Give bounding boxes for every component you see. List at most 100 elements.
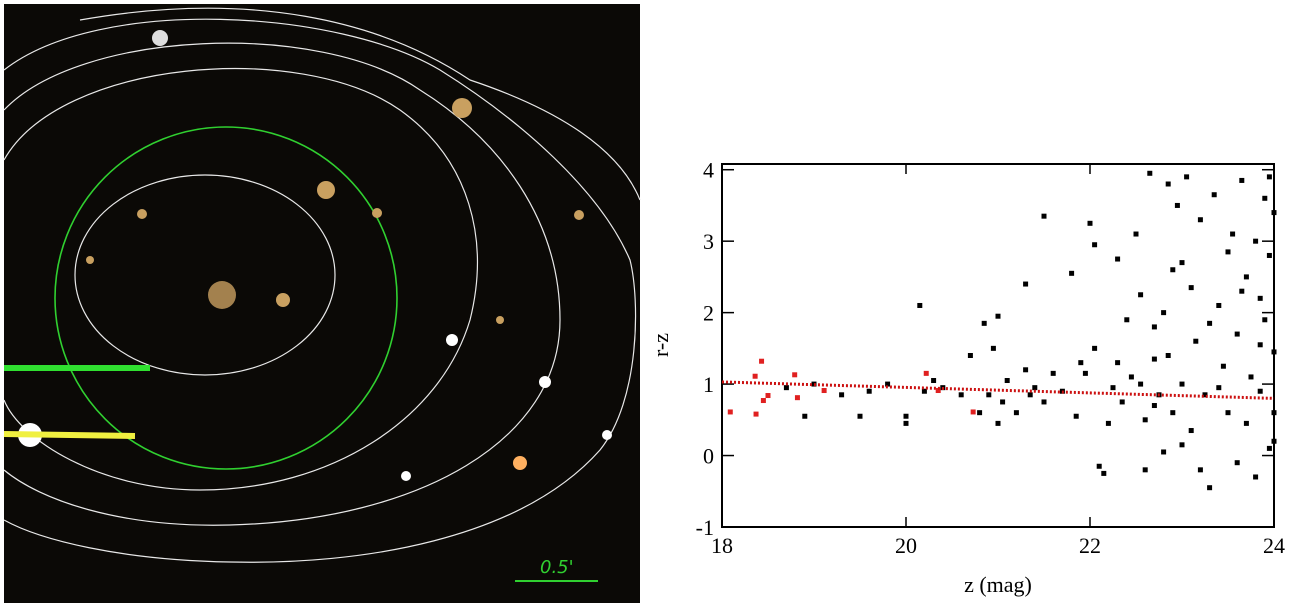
point	[1239, 177, 1245, 183]
point	[1211, 192, 1217, 198]
point	[1234, 331, 1240, 337]
point	[1110, 385, 1116, 391]
point	[1243, 420, 1249, 426]
point	[1124, 317, 1130, 323]
point	[977, 410, 983, 416]
point	[1239, 288, 1245, 294]
point	[1101, 470, 1107, 476]
point	[1257, 388, 1263, 394]
point	[931, 378, 937, 384]
point	[1207, 485, 1213, 491]
point	[792, 372, 798, 378]
point	[752, 373, 758, 379]
point	[1050, 370, 1056, 376]
point	[1087, 220, 1093, 226]
point	[1013, 410, 1019, 416]
point	[1271, 438, 1277, 444]
point	[1023, 281, 1029, 287]
point	[1266, 445, 1272, 451]
plot-frame	[721, 163, 1275, 528]
x-tick-label: 18	[711, 533, 733, 558]
point	[981, 320, 987, 326]
contour	[3, 42, 561, 526]
point	[1069, 270, 1075, 276]
point	[1119, 399, 1125, 405]
point	[1184, 174, 1190, 180]
point	[1202, 392, 1208, 398]
contour	[74, 174, 336, 376]
y-tick-label: 3	[703, 229, 714, 254]
point	[1266, 252, 1272, 258]
point	[1248, 374, 1254, 380]
point	[1151, 403, 1157, 409]
point	[1230, 231, 1236, 237]
point	[753, 411, 759, 417]
point	[1105, 420, 1111, 426]
point	[1041, 399, 1047, 405]
point	[1142, 417, 1148, 423]
point	[1225, 249, 1231, 255]
point	[839, 392, 845, 398]
x-tick-label: 24	[1263, 533, 1285, 558]
point	[1023, 367, 1029, 373]
point	[1161, 310, 1167, 316]
scatter-plot: z (mag) r-z 18 20 22 24 -1 0 1 2 3 4	[648, 158, 1285, 597]
point	[1170, 267, 1176, 273]
point	[903, 420, 909, 426]
point	[885, 381, 891, 387]
point	[1257, 295, 1263, 301]
point	[727, 409, 733, 415]
point	[1165, 181, 1171, 187]
point	[990, 345, 996, 351]
point	[1004, 378, 1010, 384]
point	[1188, 428, 1194, 434]
point	[1225, 410, 1231, 416]
point	[958, 392, 964, 398]
point	[986, 392, 992, 398]
point	[1266, 174, 1272, 180]
point	[1271, 410, 1277, 416]
point	[1253, 238, 1259, 244]
y-tick-label: 1	[703, 372, 714, 397]
point	[1151, 356, 1157, 362]
point	[759, 358, 765, 364]
point	[1262, 195, 1268, 201]
contour	[3, 67, 478, 491]
point	[1174, 202, 1180, 208]
point	[1220, 363, 1226, 369]
point	[1078, 360, 1084, 366]
point	[970, 409, 976, 415]
point	[1257, 342, 1263, 348]
y-tick-label: -1	[696, 515, 714, 540]
y-tick-label: 4	[703, 158, 714, 183]
point	[1170, 410, 1176, 416]
galaxies	[18, 30, 612, 481]
y-axis-label: r-z	[648, 333, 673, 357]
point	[1207, 320, 1213, 326]
contour	[3, 18, 637, 563]
point	[1271, 349, 1277, 355]
point	[1027, 392, 1033, 398]
point	[1179, 442, 1185, 448]
point	[903, 413, 909, 419]
contour	[79, 7, 641, 201]
point	[1188, 285, 1194, 291]
point	[1216, 385, 1222, 391]
point	[923, 370, 929, 376]
point	[866, 388, 872, 394]
point	[802, 413, 808, 419]
point	[821, 388, 827, 394]
contours	[3, 7, 641, 563]
point	[857, 413, 863, 419]
point	[1216, 302, 1222, 308]
x-axis-label: z (mag)	[964, 572, 1032, 597]
point	[1271, 210, 1277, 216]
point	[760, 398, 766, 404]
point	[1147, 170, 1153, 176]
point	[1197, 467, 1203, 473]
point	[1197, 217, 1203, 223]
sky-image: 0.5'	[3, 4, 641, 603]
point	[1193, 338, 1199, 344]
y-tick-label: 0	[703, 444, 714, 469]
